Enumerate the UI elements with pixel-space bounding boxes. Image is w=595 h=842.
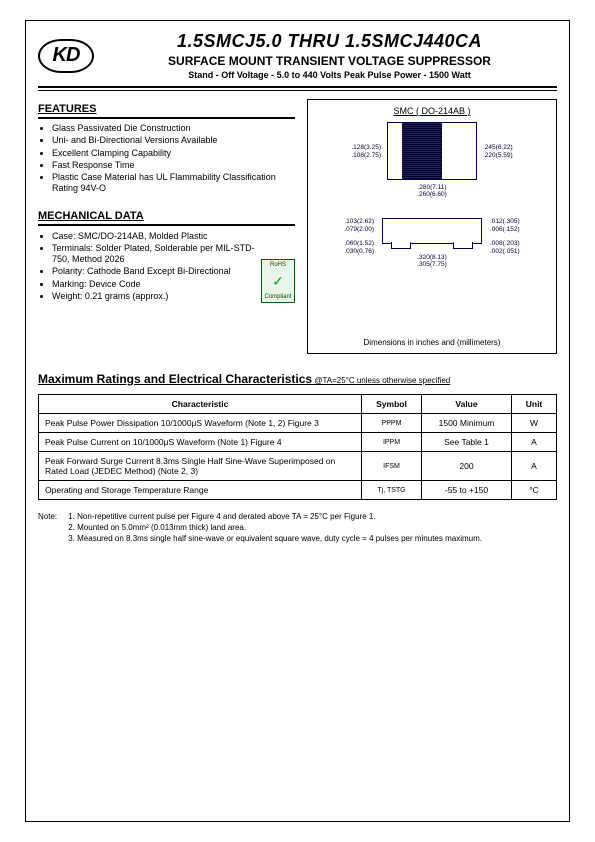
table-row: Peak Pulse Power Dissipation 10/1000μS W… xyxy=(39,414,557,433)
dimension: .002(.051) xyxy=(490,248,520,255)
dimension: .128(3.25) xyxy=(351,144,381,151)
list-item: Uni- and Bi-Directional Versions Availab… xyxy=(52,135,295,146)
ratings-table: Characteristic Symbol Value Unit Peak Pu… xyxy=(38,394,557,500)
dimension: .030(0.76) xyxy=(344,248,374,255)
cell-value: See Table 1 xyxy=(422,433,512,452)
dim-side-left: .103(2.62) .079(2.00) .060(1.52) .030(0.… xyxy=(344,218,374,268)
note-item: 3. Measured on 8.3ms single half sine-wa… xyxy=(68,534,482,543)
mechanical-list: Case: SMC/DO-214AB, Molded Plastic Termi… xyxy=(38,230,255,304)
part-range: 1.5SMCJ5.0 THRU 1.5SMCJ440CA xyxy=(102,31,557,52)
dimension: .245(6.22) xyxy=(483,144,513,151)
dim-left: .128(3.25) .108(2.75) xyxy=(351,144,381,159)
package-side-body xyxy=(382,218,482,244)
package-footer: Dimensions in inches and (millimeters) xyxy=(308,338,556,347)
cell-value: 200 xyxy=(422,452,512,481)
list-item: Excellent Clamping Capability xyxy=(52,148,295,159)
left-column: FEATURES Glass Passivated Die Constructi… xyxy=(38,99,295,354)
dim-side-right: .012(.305) .006(.152) .008(.203) .002(.0… xyxy=(490,218,520,268)
package-side-view: .103(2.62) .079(2.00) .060(1.52) .030(0.… xyxy=(314,218,550,268)
dimension: .079(2.00) xyxy=(344,226,374,233)
cell-symbol: Tj, TSTG xyxy=(362,481,422,500)
dim-right: .245(6.22) .220(5.59) xyxy=(483,144,513,159)
ratings-title: Maximum Ratings and Electrical Character… xyxy=(38,372,312,386)
rule xyxy=(38,86,557,88)
cell-characteristic: Peak Pulse Power Dissipation 10/1000μS W… xyxy=(39,414,362,433)
dimension: .305(7.75) xyxy=(417,261,447,268)
list-item: Case: SMC/DO-214AB, Molded Plastic xyxy=(52,231,255,242)
cell-value: -55 to +150 xyxy=(422,481,512,500)
ratings-condition: @TA=25°C unless otherwise specified xyxy=(312,376,450,385)
note-item: 2. Mounted on 5.0mm² (0.013mm thick) lan… xyxy=(68,523,246,532)
list-item: Plastic Case Material has UL Flammabilit… xyxy=(52,172,295,195)
features-list: Glass Passivated Die Construction Uni- a… xyxy=(38,123,295,195)
col-value: Value xyxy=(422,395,512,414)
note-item: 1. Non-repetitive current pulse per Figu… xyxy=(68,512,375,521)
cell-unit: °C xyxy=(512,481,557,500)
rohs-label: RoHS xyxy=(263,262,293,268)
dimension: .260(6.60) xyxy=(417,191,447,198)
list-item: Terminals: Solder Plated, Solderable per… xyxy=(52,243,255,266)
notes: Note: 1. Non-repetitive current pulse pe… xyxy=(38,512,557,544)
rule xyxy=(38,224,295,226)
mechanical-row: Case: SMC/DO-214AB, Molded Plastic Termi… xyxy=(38,230,295,304)
notes-label: Note: xyxy=(38,512,66,523)
rule xyxy=(38,90,557,91)
title-block: 1.5SMCJ5.0 THRU 1.5SMCJ440CA SURFACE MOU… xyxy=(102,31,557,80)
dim-side-bottom: .320(8.13) .305(7.75) xyxy=(382,254,482,268)
rule xyxy=(38,117,295,119)
cell-symbol: PPPM xyxy=(362,414,422,433)
mechanical-heading: MECHANICAL DATA xyxy=(38,210,295,222)
spec-line: Stand - Off Voltage - 5.0 to 440 Volts P… xyxy=(102,70,557,80)
list-item: Marking: Device Code xyxy=(52,279,255,290)
cathode-band xyxy=(402,123,442,179)
cell-unit: W xyxy=(512,414,557,433)
col-unit: Unit xyxy=(512,395,557,414)
dimension: .108(2.75) xyxy=(351,152,381,159)
list-item: Glass Passivated Die Construction xyxy=(52,123,295,134)
brand-logo: KD xyxy=(38,39,94,73)
features-heading: FEATURES xyxy=(38,103,295,115)
cell-value: 1500 Minimum xyxy=(422,414,512,433)
dimension: .103(2.62) xyxy=(344,218,374,225)
dimension: .060(1.52) xyxy=(344,240,374,247)
package-body xyxy=(387,122,477,180)
cell-characteristic: Peak Forward Surge Current 8.3ms Single … xyxy=(39,452,362,481)
package-drawing: SMC ( DO-214AB ) .128(3.25) .108(2.75) .… xyxy=(307,99,557,354)
cell-symbol: IPPM xyxy=(362,433,422,452)
cell-symbol: IFSM xyxy=(362,452,422,481)
dimension: .220(5.59) xyxy=(483,152,513,159)
cell-unit: A xyxy=(512,452,557,481)
table-row: Operating and Storage Temperature Range … xyxy=(39,481,557,500)
dimension: .012(.305) xyxy=(490,218,520,225)
package-title: SMC ( DO-214AB ) xyxy=(314,106,550,116)
package-top-view: .128(3.25) .108(2.75) .245(6.22) .220(5.… xyxy=(314,122,550,180)
cell-characteristic: Operating and Storage Temperature Range xyxy=(39,481,362,500)
side-body-wrap: .320(8.13) .305(7.75) xyxy=(382,218,482,268)
cell-unit: A xyxy=(512,433,557,452)
table-row: Peak Pulse Current on 10/1000μS Waveform… xyxy=(39,433,557,452)
dimension: .280(7.11) xyxy=(417,184,446,191)
right-column: SMC ( DO-214AB ) .128(3.25) .108(2.75) .… xyxy=(307,99,557,354)
page: KD 1.5SMCJ5.0 THRU 1.5SMCJ440CA SURFACE … xyxy=(25,20,570,822)
list-item: Fast Response Time xyxy=(52,160,295,171)
list-item: Weight: 0.21 grams (approx.) xyxy=(52,291,255,302)
content-columns: FEATURES Glass Passivated Die Constructi… xyxy=(38,99,557,354)
dim-bottom: .280(7.11) .260(6.60) xyxy=(314,184,550,198)
leaf-icon: ✓ xyxy=(263,273,293,290)
ratings-heading: Maximum Ratings and Electrical Character… xyxy=(38,372,557,386)
table-row: Peak Forward Surge Current 8.3ms Single … xyxy=(39,452,557,481)
dimension: .320(8.13) xyxy=(417,254,447,261)
table-header-row: Characteristic Symbol Value Unit xyxy=(39,395,557,414)
rohs-compliant: Compliant xyxy=(263,294,293,300)
col-characteristic: Characteristic xyxy=(39,395,362,414)
rohs-badge: RoHS ✓ Compliant xyxy=(261,259,295,303)
dimension: .008(.203) xyxy=(490,240,520,247)
list-item: Polarity: Cathode Band Except Bi-Directi… xyxy=(52,266,255,277)
cell-characteristic: Peak Pulse Current on 10/1000μS Waveform… xyxy=(39,433,362,452)
col-symbol: Symbol xyxy=(362,395,422,414)
header: KD 1.5SMCJ5.0 THRU 1.5SMCJ440CA SURFACE … xyxy=(38,31,557,80)
product-name: SURFACE MOUNT TRANSIENT VOLTAGE SUPPRESS… xyxy=(102,54,557,68)
dimension: .006(.152) xyxy=(490,226,520,233)
